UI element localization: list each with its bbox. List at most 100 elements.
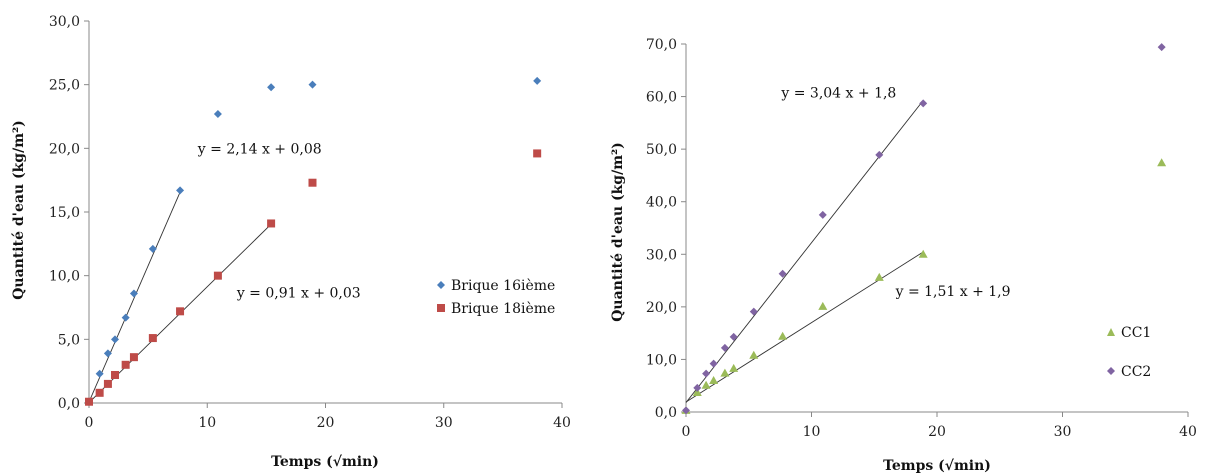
y-tick-label: 0,0 <box>58 396 80 412</box>
point-cc2 <box>778 269 787 278</box>
y-axis-title: Quantité d'eau (kg/m²) <box>610 142 626 322</box>
point-cc1 <box>818 301 828 310</box>
trendline-equation-0: y = 2,14 x + 0,08 <box>197 141 322 157</box>
x-tick-label: 20 <box>928 424 946 440</box>
point-cc1 <box>874 272 884 281</box>
trendlines <box>685 100 924 403</box>
point-brique-18i-me <box>85 397 93 406</box>
point-brique-16i-me <box>129 289 138 298</box>
trendline-0 <box>685 100 924 403</box>
y-tick-label: 15,0 <box>49 205 80 221</box>
trendline-equation-1: y = 0,91 x + 0,03 <box>236 285 361 301</box>
y-tick-label: 5,0 <box>58 332 80 348</box>
y-axis-title: Quantité d'eau (kg/m²) <box>11 120 27 300</box>
point-cc2 <box>749 307 758 316</box>
point-cc1 <box>692 388 702 397</box>
data-points <box>681 43 1167 415</box>
point-brique-16i-me <box>121 313 130 322</box>
legend: Brique 16ième Brique 18ième <box>437 278 555 317</box>
point-cc2 <box>702 369 711 378</box>
x-tick-label: 0 <box>85 415 94 431</box>
point-cc1 <box>749 350 759 359</box>
legend-marker-cc1 <box>1107 328 1115 336</box>
point-cc1 <box>1157 158 1167 167</box>
trendline-0 <box>88 191 181 403</box>
y-tick-label: 70,0 <box>646 37 677 53</box>
trendline-equations: y = 2,14 x + 0,08 y = 0,91 x + 0,03 <box>197 141 361 301</box>
point-cc2 <box>709 359 718 368</box>
legend-marker-brique-16 <box>437 281 445 289</box>
point-brique-18i-me <box>148 334 157 343</box>
point-cc2 <box>1157 43 1166 52</box>
point-cc2 <box>693 383 702 392</box>
legend-label-brique-16: Brique 16ième <box>451 278 555 294</box>
x-tick-label: 40 <box>553 415 571 431</box>
y-tick-label: 40,0 <box>646 195 677 211</box>
point-cc2 <box>729 332 738 341</box>
legend-label-cc1: CC1 <box>1121 325 1151 341</box>
y-tick-label: 30,0 <box>646 247 677 263</box>
point-brique-18i-me <box>267 219 276 228</box>
legend-label-cc2: CC2 <box>1121 364 1151 380</box>
trendline-1 <box>685 251 924 403</box>
point-cc1 <box>778 331 788 340</box>
x-axis-title: Temps (√min) <box>883 458 991 473</box>
point-cc2 <box>875 150 884 159</box>
point-brique-18i-me <box>213 271 222 280</box>
x-tick-label: 10 <box>803 424 821 440</box>
point-brique-16i-me <box>148 244 157 253</box>
x-tick-label: 0 <box>682 424 691 440</box>
point-brique-16i-me <box>308 80 317 89</box>
point-brique-16i-me <box>103 349 112 358</box>
point-brique-18i-me <box>308 178 317 187</box>
trendline-equation-0: y = 3,04 x + 1,8 <box>780 86 896 102</box>
point-brique-16i-me <box>95 369 104 378</box>
legend-marker-cc2 <box>1107 367 1115 375</box>
point-cc1 <box>709 375 719 384</box>
point-cc2 <box>682 406 690 415</box>
point-cc1 <box>720 368 730 377</box>
x-tick-label: 30 <box>435 415 453 431</box>
y-tick-label: 60,0 <box>646 90 677 106</box>
point-brique-16i-me <box>533 76 542 85</box>
point-cc1 <box>918 249 928 258</box>
point-brique-16i-me <box>111 335 120 344</box>
trendline-equation-1: y = 1,51 x + 1,9 <box>895 284 1011 300</box>
x-tick-labels: 0 10 20 30 40 <box>85 403 571 431</box>
x-tick-labels: 0 10 20 30 40 <box>682 412 1197 440</box>
x-axis-title: Temps (√min) <box>271 454 379 470</box>
y-tick-label: 10,0 <box>49 269 80 285</box>
point-brique-16i-me <box>176 186 185 195</box>
y-tick-label: 50,0 <box>646 142 677 158</box>
y-tick-labels: 0,0 5,0 10,0 15,0 20,0 25,0 30,0 <box>49 14 89 412</box>
y-tick-label: 0,0 <box>655 405 677 421</box>
y-tick-label: 25,0 <box>49 78 80 94</box>
trendline-equations: y = 3,04 x + 1,8 y = 1,51 x + 1,9 <box>780 86 1010 300</box>
point-brique-18i-me <box>533 149 542 158</box>
y-tick-label: 20,0 <box>646 300 677 316</box>
point-cc2 <box>720 343 729 352</box>
point-cc2 <box>818 210 827 219</box>
x-tick-label: 40 <box>1179 424 1197 440</box>
point-brique-18i-me <box>129 353 138 362</box>
point-cc1 <box>729 363 739 372</box>
legend-marker-brique-18 <box>437 304 445 312</box>
y-tick-labels: 0,0 10,0 20,0 30,0 40,0 50,0 60,0 70,0 <box>646 37 686 421</box>
data-points <box>85 76 542 406</box>
right-chart: 0,0 10,0 20,0 30,0 40,0 50,0 60,0 70,0 0 10 20 30 4… <box>610 37 1197 473</box>
y-tick-label: 10,0 <box>646 352 677 368</box>
x-tick-label: 10 <box>198 415 216 431</box>
point-brique-18i-me <box>121 360 130 369</box>
x-tick-label: 20 <box>317 415 335 431</box>
y-tick-label: 20,0 <box>49 141 80 157</box>
point-brique-16i-me <box>213 109 222 118</box>
left-chart: 0,0 5,0 10,0 15,0 20,0 25,0 30,0 0 10 20 30 40 y =… <box>11 14 571 470</box>
point-brique-16i-me <box>267 83 276 92</box>
y-tick-label: 30,0 <box>49 14 80 30</box>
legend-label-brique-18: Brique 18ième <box>451 301 555 317</box>
point-brique-18i-me <box>103 379 112 388</box>
point-brique-18i-me <box>111 370 120 379</box>
point-cc1 <box>701 380 711 389</box>
point-brique-18i-me <box>176 307 185 316</box>
